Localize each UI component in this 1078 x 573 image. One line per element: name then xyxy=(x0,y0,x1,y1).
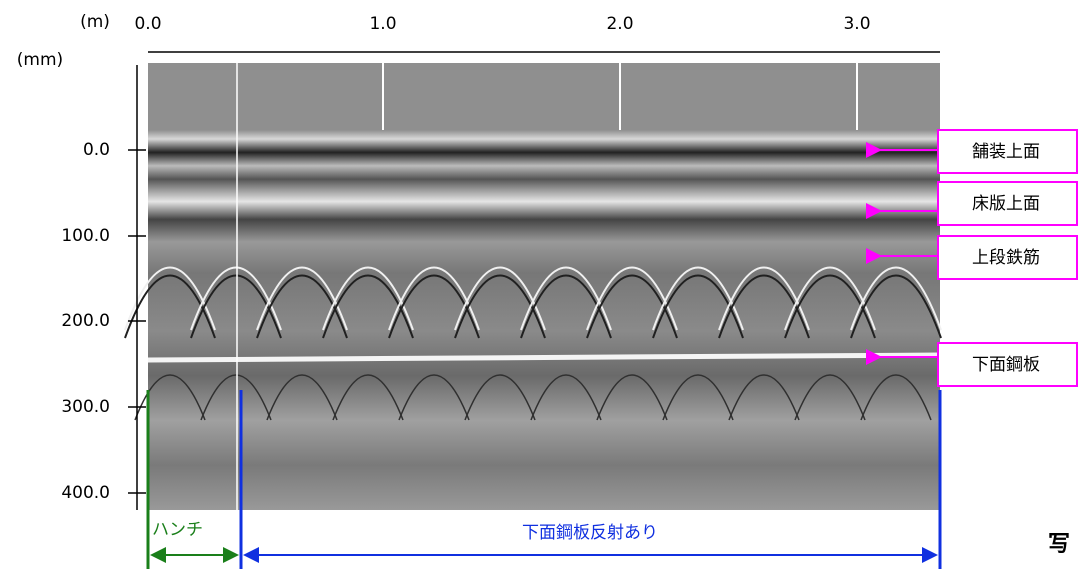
x-unit: (m) xyxy=(80,12,110,32)
y-unit: (mm) xyxy=(17,50,63,70)
y-tick-label: 100.0 xyxy=(61,226,110,246)
y-tick-label: 200.0 xyxy=(61,311,110,331)
radar-figure: (m) (mm) 0.0 1.0 2.0 3.0 0.0 100.0 200.0 300.0 4… xyxy=(0,0,1078,569)
range-label: ハンチ xyxy=(152,520,203,540)
x-tick-label: 0.0 xyxy=(134,14,161,34)
range-label: 下面鋼板反射あり xyxy=(522,523,658,543)
x-tick-label: 1.0 xyxy=(369,14,396,34)
annotation-label: 上段鉄筋 xyxy=(972,248,1040,268)
radar-image xyxy=(148,63,940,510)
annotation-label: 床版上面 xyxy=(972,194,1040,214)
y-tick-label: 300.0 xyxy=(61,397,110,417)
x-tick-label: 2.0 xyxy=(606,14,633,34)
y-tick-label: 400.0 xyxy=(61,483,110,503)
x-tick-label: 3.0 xyxy=(843,14,870,34)
annotation-label: 下面鋼板 xyxy=(972,355,1040,375)
y-tick-label: 0.0 xyxy=(83,140,110,160)
annotation-label: 舗装上面 xyxy=(972,142,1040,162)
caption: 写 xyxy=(1048,532,1070,557)
